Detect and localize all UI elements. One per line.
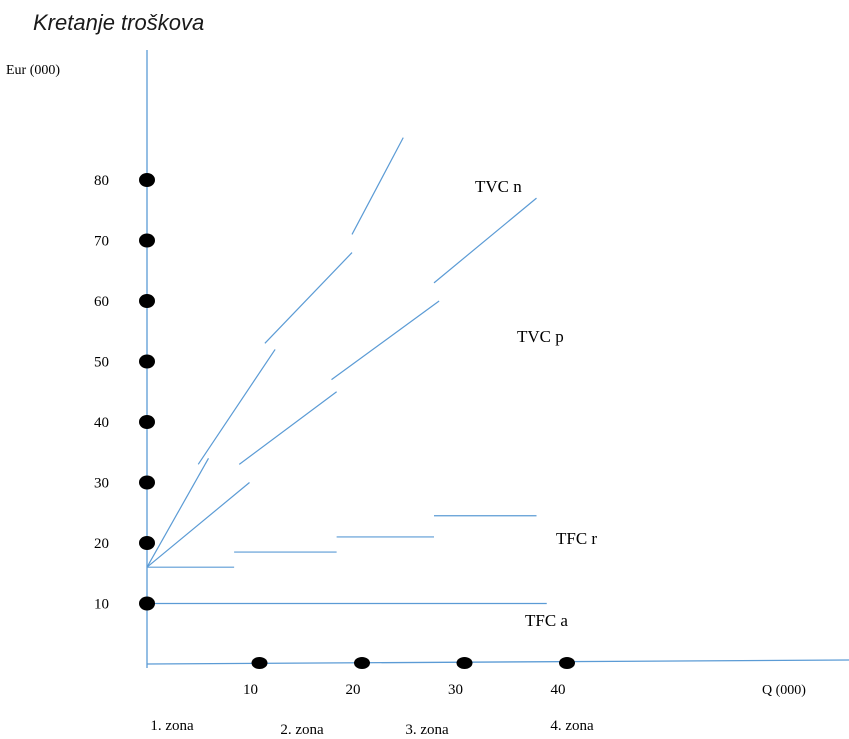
y-tick-label: 20 bbox=[94, 536, 109, 552]
y-tick-marker bbox=[139, 596, 155, 611]
x-axis-label: Q (000) bbox=[762, 683, 806, 698]
tvc-p-segment-3 bbox=[331, 300, 440, 381]
x-tick-label: 30 bbox=[448, 682, 463, 698]
tvc-n-segment-4 bbox=[351, 137, 404, 235]
x-tick-label: 10 bbox=[243, 682, 258, 698]
tvc-p-segment-1 bbox=[146, 482, 250, 568]
zone-label-4: 4. zona bbox=[550, 718, 594, 734]
x-tick-marker bbox=[251, 657, 268, 669]
y-tick-label: 60 bbox=[94, 294, 109, 310]
y-tick-marker bbox=[139, 415, 155, 429]
series-layer bbox=[146, 137, 547, 605]
x-tick-marker bbox=[354, 657, 370, 669]
y-tick-marker bbox=[139, 475, 155, 490]
y-tick-marker bbox=[139, 354, 155, 369]
y-tick-label: 30 bbox=[94, 476, 109, 492]
zone-label-3: 3. zona bbox=[405, 722, 449, 738]
y-tick-label: 70 bbox=[94, 234, 109, 250]
x-tick-marker bbox=[559, 657, 575, 669]
tvc-p-segment-2 bbox=[238, 391, 337, 465]
series-label-tfc-a: TFC a bbox=[525, 611, 568, 630]
y-tick-label: 50 bbox=[94, 355, 109, 371]
y-tick-label: 10 bbox=[94, 597, 109, 613]
y-tick-marker bbox=[139, 173, 155, 187]
tvc-p-segment-4 bbox=[433, 197, 537, 284]
x-tick-marker bbox=[456, 657, 473, 669]
x-tick-label: 40 bbox=[551, 682, 566, 698]
tvc-n-segment-2 bbox=[197, 349, 276, 465]
series-label-tvc-n: TVC n bbox=[475, 177, 522, 196]
y-tick-marker bbox=[139, 536, 155, 550]
y-tick-label: 80 bbox=[94, 173, 109, 189]
y-tick-marker bbox=[139, 233, 155, 248]
series-label-tfc-r: TFC r bbox=[556, 529, 597, 548]
tvc-n-segment-1 bbox=[146, 458, 210, 568]
tick-layer: TVC n TVC p TFC r TFC a 10 20 30 40 50 60 70 80 10 20… bbox=[94, 173, 597, 738]
zone-label-2: 2. zona bbox=[280, 722, 324, 738]
y-axis-label: Eur (000) bbox=[6, 63, 60, 78]
x-tick-label: 20 bbox=[346, 682, 361, 698]
zone-label-1: 1. zona bbox=[150, 718, 194, 734]
tvc-n-segment-3 bbox=[264, 252, 353, 344]
marker-layer bbox=[139, 173, 575, 669]
chart-title: Kretanje troškova bbox=[33, 10, 204, 35]
series-label-tvc-p: TVC p bbox=[517, 327, 564, 346]
y-tick-label: 40 bbox=[94, 415, 109, 431]
y-tick-marker bbox=[139, 294, 155, 308]
